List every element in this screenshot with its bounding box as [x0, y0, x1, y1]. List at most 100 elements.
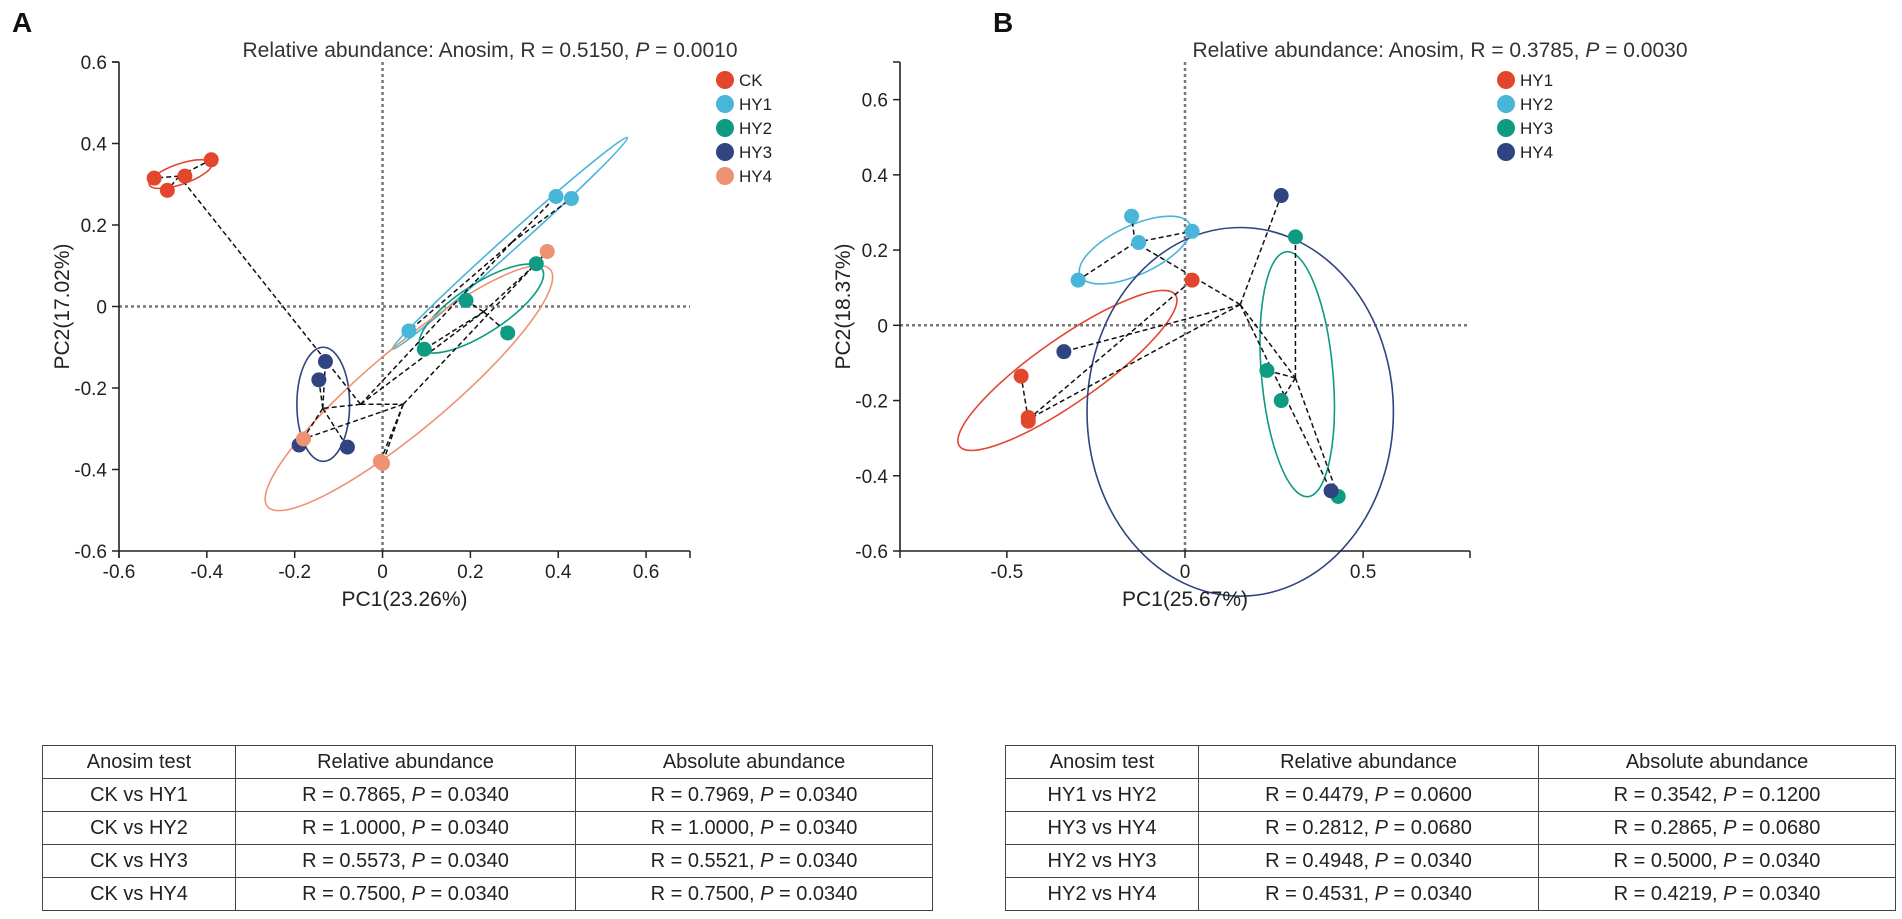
header-relative-abundance: Relative abundance [235, 745, 576, 779]
table-row: HY3 vs HY4 R = 0.2812, P = 0.0680 R = 0.28… [1005, 811, 1896, 845]
chart-title-b: Relative abundance: Anosim, R = 0.3785, … [1192, 39, 1687, 62]
test-name-cell: CK vs HY2 [42, 811, 236, 845]
header-absolute-abundance: Absolute abundance [575, 745, 933, 779]
relative-abundance-cell: R = 0.7865, P = 0.0340 [235, 778, 576, 812]
data-point-ck [159, 182, 175, 198]
panel-letter-a: A [12, 7, 32, 38]
legend-marker-hy3 [1497, 119, 1515, 137]
data-point-hy3 [339, 439, 355, 455]
data-point-hy2 [416, 341, 432, 357]
data-point-ck [177, 168, 193, 184]
legend-label-hy1: HY1 [1520, 71, 1553, 90]
legend-label-hy1: HY1 [739, 95, 772, 114]
table-row: CK vs HY4 R = 0.7500, P = 0.0340 R = 0.750… [42, 877, 933, 911]
data-point-hy1 [548, 188, 564, 204]
legend-marker-ck [716, 71, 734, 89]
legend-marker-hy2 [1497, 95, 1515, 113]
relative-abundance-cell: R = 0.5573, P = 0.0340 [235, 844, 576, 878]
table-row: HY1 vs HY2 R = 0.4479, P = 0.0600 R = 0.35… [1005, 778, 1896, 812]
test-name-cell: HY1 vs HY2 [1005, 778, 1199, 812]
legend-marker-hy2 [716, 119, 734, 137]
x-tick-label: -0.2 [278, 562, 311, 583]
legend-label-ck: CK [739, 71, 763, 90]
absolute-abundance-cell: R = 0.4219, P = 0.0340 [1538, 877, 1896, 911]
data-point-ck [146, 170, 162, 186]
data-point-hy1 [1184, 272, 1200, 288]
legend-marker-hy1 [716, 95, 734, 113]
x-tick-label: -0.4 [190, 562, 223, 583]
legend-label-hy4: HY4 [739, 167, 772, 186]
panel-letter-b: B [993, 7, 1013, 38]
spider-line-hy3 [1280, 377, 1297, 401]
legend-label-hy2: HY2 [1520, 95, 1553, 114]
data-point-hy2 [1184, 223, 1200, 239]
legend-label-hy3: HY3 [1520, 119, 1553, 138]
absolute-abundance-cell: R = 0.5000, P = 0.0340 [1538, 844, 1896, 878]
absolute-abundance-cell: R = 0.7500, P = 0.0340 [575, 877, 933, 911]
y-tick-label: -0.6 [74, 542, 107, 563]
data-point-hy2 [458, 292, 474, 308]
spider-line-hy1 [511, 195, 557, 243]
legend-label-hy4: HY4 [1520, 143, 1553, 162]
spider-line-hy3 [1294, 377, 1339, 497]
header-absolute-abundance: Absolute abundance [1538, 745, 1896, 779]
centroid-link-line [1027, 303, 1241, 421]
spider-line-hy4 [381, 404, 404, 464]
centroid-link-line [322, 403, 361, 410]
data-point-hy3 [1273, 393, 1289, 409]
data-point-hy2 [1124, 208, 1140, 224]
data-point-hy4 [1056, 344, 1072, 360]
spider-line-hy4 [402, 250, 548, 405]
data-point-hy1 [1013, 368, 1029, 384]
spider-line-hy1 [1027, 279, 1193, 420]
legend-marker-hy4 [1497, 143, 1515, 161]
data-point-hy3 [311, 372, 327, 388]
relative-abundance-cell: R = 0.4479, P = 0.0600 [1198, 778, 1539, 812]
absolute-abundance-cell: R = 0.5521, P = 0.0340 [575, 844, 933, 878]
scatter-plot-a: CK HY1 HY2 HY3 HY4 -0.6 -0.4 -0.2 0 0.2 0.4 0.6 -0.… [51, 53, 772, 611]
test-name-cell: CK vs HY4 [42, 877, 236, 911]
y-tick-label: 0.4 [81, 135, 108, 156]
confidence-ellipse-hy4 [1086, 226, 1395, 597]
spider-line-hy1 [408, 241, 513, 332]
legend-a: CK HY1 HY2 HY3 HY4 [716, 71, 772, 186]
x-tick-label: 0.6 [633, 562, 659, 583]
y-tick-label: -0.4 [855, 467, 888, 488]
legend-label-hy2: HY2 [739, 119, 772, 138]
relative-abundance-cell: R = 0.7500, P = 0.0340 [235, 877, 576, 911]
table-row: HY2 vs HY3 R = 0.4948, P = 0.0340 R = 0.50… [1005, 844, 1896, 878]
legend-b: HY1 HY2 HY3 HY4 [1497, 71, 1553, 162]
y-tick-label: -0.4 [74, 461, 107, 482]
absolute-abundance-cell: R = 0.2865, P = 0.0680 [1538, 811, 1896, 845]
anosim-table-a: Anosim test Relative abundance Absolute … [42, 745, 933, 911]
y-tick-label: -0.2 [74, 379, 107, 400]
absolute-abundance-cell: R = 1.0000, P = 0.0340 [575, 811, 933, 845]
y-tick-label: 0 [877, 316, 888, 337]
header-anosim-test: Anosim test [42, 745, 236, 779]
legend-marker-hy4 [716, 167, 734, 185]
spider-line-hy2 [483, 263, 537, 313]
header-anosim-test: Anosim test [1005, 745, 1199, 779]
absolute-abundance-cell: R = 0.3542, P = 0.1200 [1538, 778, 1896, 812]
relative-abundance-cell: R = 0.4531, P = 0.0340 [1198, 877, 1539, 911]
absolute-abundance-cell: R = 0.7969, P = 0.0340 [575, 778, 933, 812]
y-tick-label: 0.4 [862, 166, 889, 187]
spider-line-ck [166, 175, 180, 191]
confidence-ellipse-hy3 [296, 346, 351, 463]
data-point-hy2 [1131, 235, 1147, 251]
data-point-hy3 [1259, 362, 1275, 378]
test-name-cell: HY3 vs HY4 [1005, 811, 1199, 845]
legend-marker-hy1 [1497, 71, 1515, 89]
chart-title-a: Relative abundance: Anosim, R = 0.5150, … [242, 39, 737, 62]
table-row: HY2 vs HY4 R = 0.4531, P = 0.0340 R = 0.42… [1005, 877, 1896, 911]
x-tick-label: 0 [1180, 562, 1191, 583]
test-name-cell: HY2 vs HY4 [1005, 877, 1199, 911]
y-tick-label: 0.2 [81, 216, 107, 237]
y-tick-label: 0.2 [862, 241, 888, 262]
data-point-hy1 [563, 191, 579, 207]
confidence-ellipse-hy4 [264, 264, 554, 512]
table-row: CK vs HY1 R = 0.7865, P = 0.0340 R = 0.796… [42, 778, 933, 812]
test-name-cell: HY2 vs HY3 [1005, 844, 1199, 878]
spider-line-hy2 [423, 311, 484, 350]
